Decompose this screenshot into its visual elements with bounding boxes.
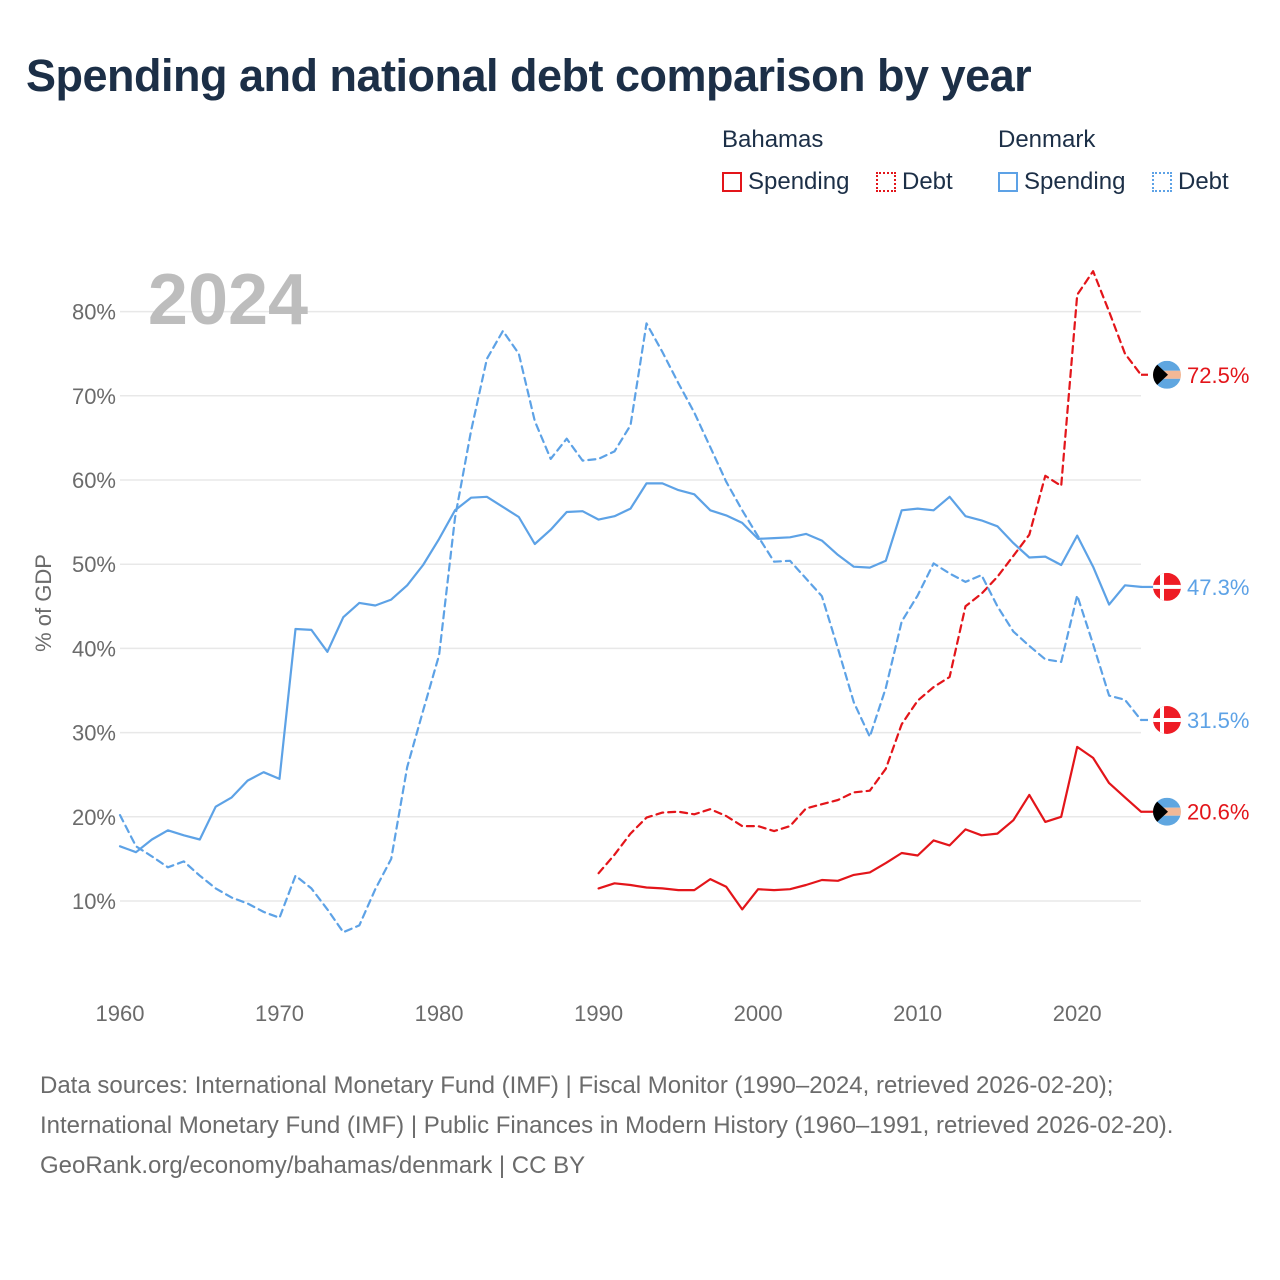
legend-item-bahamas-spending[interactable]: Spending xyxy=(722,168,849,196)
legend-label: Debt xyxy=(902,168,953,195)
end-value-label: 31.5% xyxy=(1187,708,1249,733)
series-line-bahamas-debt xyxy=(597,270,1143,875)
bahamas-flag-icon xyxy=(1153,797,1181,826)
legend-item-denmark-debt[interactable]: Debt xyxy=(1152,168,1229,196)
y-tick-label: 50% xyxy=(72,552,116,577)
series-line-denmark-spending xyxy=(118,482,1143,854)
x-tick-label: 2000 xyxy=(734,1001,783,1026)
bahamas-flag-icon xyxy=(1153,360,1181,389)
legend-swatch-solid-icon xyxy=(998,172,1018,192)
legend-swatch-dotted-icon xyxy=(876,172,896,192)
legend-label: Debt xyxy=(1178,168,1229,195)
y-axis-ticks: 10% 20% 30% 40% 50% 60% 70% 80% xyxy=(72,300,116,914)
x-tick-label: 1960 xyxy=(96,1001,145,1026)
y-tick-label: 60% xyxy=(72,468,116,493)
y-tick-label: 70% xyxy=(72,384,116,409)
x-tick-label: 1990 xyxy=(574,1001,623,1026)
series-line-denmark-debt xyxy=(118,322,1143,934)
x-tick-label: 1970 xyxy=(255,1001,304,1026)
end-value-label: 20.6% xyxy=(1187,800,1249,825)
y-tick-label: 80% xyxy=(72,300,116,325)
y-tick-label: 30% xyxy=(72,721,116,746)
gridlines xyxy=(120,310,1141,902)
legend-item-denmark-spending[interactable]: Spending xyxy=(998,168,1125,196)
data-sources: Data sources: International Monetary Fun… xyxy=(40,1072,1174,1139)
y-tick-label: 20% xyxy=(72,805,116,830)
line-chart: 2024 10%20%30%40%50%60%70%80% 1960 1970 19… xyxy=(31,260,1249,1026)
legend-label: Spending xyxy=(748,168,850,195)
series-lines xyxy=(118,270,1143,934)
footer: Data sources: International Monetary Fun… xyxy=(40,1066,1250,1186)
series-line-bahamas-spending xyxy=(597,745,1143,911)
legend-swatch-dotted-icon xyxy=(1152,172,1172,192)
end-value-label: 47.3% xyxy=(1187,575,1249,600)
legend-label: Spending xyxy=(1024,168,1126,195)
x-tick-label: 2010 xyxy=(893,1001,942,1026)
chart-title: Spending and national debt comparison by… xyxy=(26,50,1032,101)
legend-group-title-bahamas: Bahamas xyxy=(722,126,824,153)
y-axis-label: % of GDP xyxy=(31,554,56,652)
y-tick-label: 40% xyxy=(72,636,116,661)
legend-item-bahamas-debt[interactable]: Debt xyxy=(876,168,953,196)
legend-group-title-denmark: Denmark xyxy=(998,126,1096,153)
y-tick-label: 10% xyxy=(72,889,116,914)
end-value-label: 72.5% xyxy=(1187,363,1249,388)
x-axis-ticks: 1960 1970 1980 1990 2000 2010 2020 xyxy=(96,1001,1102,1026)
x-tick-label: 1980 xyxy=(415,1001,464,1026)
credit-link[interactable]: GeoRank.org/economy/bahamas/denmark | CC… xyxy=(40,1152,586,1179)
end-markers: 20.6% 72.5% 47.3% 31.5% xyxy=(1141,360,1249,826)
legend-swatch-solid-icon xyxy=(722,172,742,192)
denmark-flag-icon xyxy=(1153,706,1181,734)
denmark-flag-icon xyxy=(1153,572,1181,601)
x-tick-label: 2020 xyxy=(1053,1001,1102,1026)
year-label: 2024 xyxy=(148,260,308,340)
